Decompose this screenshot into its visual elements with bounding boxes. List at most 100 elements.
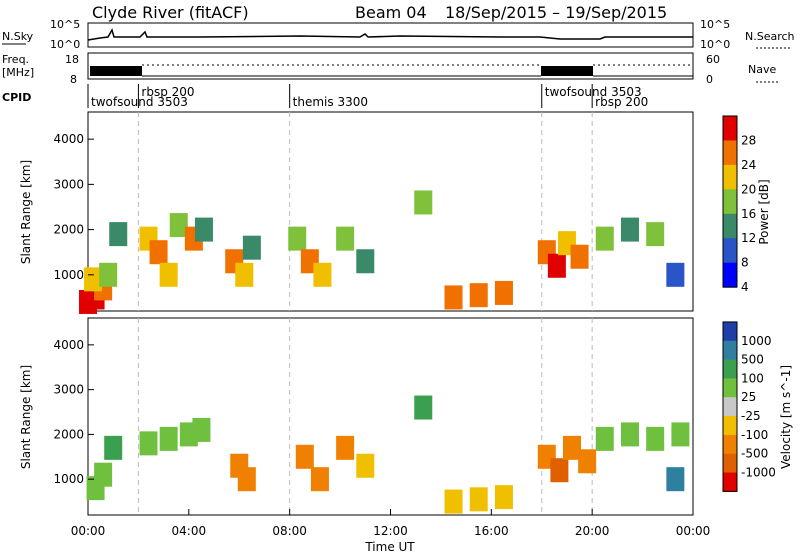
velocity-ylabel: Slant Range [km] — [19, 365, 33, 469]
colorbar-swatch — [723, 359, 737, 379]
x-tick-label: 00:00 — [676, 524, 711, 538]
range-time-cell — [313, 262, 332, 287]
freq-block-2 — [541, 66, 593, 76]
range-time-cell — [646, 222, 665, 247]
colorbar-tick-label: 1000 — [741, 334, 772, 348]
range-time-cell — [159, 426, 178, 451]
velocity-yticks: 1000 2000 3000 4000 — [53, 338, 94, 486]
cpid-segment-label: rbsp 200 — [595, 95, 648, 109]
y-tick-label: 3000 — [53, 383, 84, 397]
colorbar-tick-label: -500 — [741, 447, 768, 461]
range-time-cell — [109, 222, 128, 247]
x-axis-label: Time UT — [364, 540, 415, 554]
y-tick-label: 4000 — [53, 338, 84, 352]
range-time-cell — [310, 467, 329, 492]
cpid-segment-label: twofsound 3503 — [545, 85, 642, 99]
range-time-cell — [444, 285, 463, 310]
velocity-colorbar: 1000 500 100 25 -25 -100 -500 -1000 — [722, 321, 776, 492]
range-time-cell — [99, 262, 118, 287]
colorbar-swatch — [723, 213, 737, 239]
range-time-cell — [169, 213, 188, 238]
range-time-cell — [666, 262, 685, 287]
y-tick-label: 2000 — [53, 427, 84, 441]
velocity-grid — [137, 318, 593, 515]
x-axis-ticks: 00:00 04:00 08:00 12:00 16:00 20:00 00:00 — [71, 509, 711, 538]
colorbar-swatch — [723, 189, 737, 215]
range-time-cell — [494, 485, 513, 510]
range-time-cell — [550, 458, 569, 483]
x-tick-label: 16:00 — [474, 524, 509, 538]
colorbar-swatch — [723, 397, 737, 417]
range-time-cell — [149, 240, 168, 265]
colorbar-swatch — [723, 164, 737, 190]
range-time-cell — [414, 395, 433, 420]
colorbar-tick-label: -25 — [741, 409, 761, 423]
y-tick-label: 1000 — [53, 268, 84, 282]
colorbar-tick-label: 24 — [741, 158, 756, 172]
colorbar-tick-label: -1000 — [741, 466, 776, 480]
colorbar-tick-label: 12 — [741, 231, 756, 245]
range-time-cell — [414, 190, 433, 215]
noise-panel-frame — [87, 22, 694, 48]
range-time-cell — [570, 244, 589, 269]
colorbar-swatch — [723, 340, 737, 361]
range-time-cell — [646, 426, 665, 451]
colorbar-swatch — [723, 453, 737, 474]
colorbar-frame — [722, 321, 738, 492]
range-time-cell — [159, 262, 178, 287]
cpid-segment-label: themis 3300 — [293, 95, 368, 109]
y-tick-label: 2000 — [53, 223, 84, 237]
freq-block-1 — [90, 66, 142, 76]
range-time-cell — [84, 267, 103, 292]
noise-right-tick-bottom: 10^0 — [700, 38, 730, 51]
beam-label: Beam 04 — [355, 3, 427, 22]
range-time-cell — [469, 283, 488, 308]
range-time-cell — [336, 435, 355, 460]
range-time-cell — [563, 435, 581, 460]
nave-label: Nave — [748, 63, 776, 76]
colorbar-tick-label: 4 — [741, 280, 749, 294]
date-range: 18/Sep/2015 – 19/Sep/2015 — [445, 3, 667, 22]
range-time-cell — [104, 435, 123, 460]
noise-left-tick-bottom: 10^0 — [50, 38, 80, 51]
x-tick-label: 20:00 — [575, 524, 610, 538]
freq-label-1: Freq. — [2, 53, 29, 66]
range-time-cell — [595, 426, 614, 451]
x-tick-label: 04:00 — [172, 524, 207, 538]
colorbar-tick-label: 28 — [741, 133, 756, 147]
y-tick-label: 4000 — [53, 132, 84, 146]
velocity-cells — [86, 395, 690, 514]
freq-tick-bottom: 8 — [70, 73, 77, 86]
range-time-cell — [192, 417, 211, 442]
freq-tick-top: 18 — [65, 53, 79, 66]
noise-trace — [87, 28, 693, 41]
colorbar-tick-label: 500 — [741, 353, 764, 367]
colorbar-swatch — [723, 416, 737, 436]
range-time-cell — [595, 226, 614, 251]
velocity-panel-frame — [87, 317, 694, 516]
range-time-cell — [356, 453, 375, 478]
range-time-cell — [494, 280, 513, 305]
colorbar-tick-label: -100 — [741, 428, 768, 442]
cpid-segment-label: twofsound 3503 — [91, 95, 188, 109]
y-tick-label: 3000 — [53, 177, 84, 191]
colorbar-swatch — [723, 238, 737, 264]
colorbar-swatch — [723, 115, 737, 141]
colorbar-tick-label: 100 — [741, 371, 764, 385]
range-time-cell — [235, 262, 254, 287]
power-panel-frame — [87, 111, 694, 312]
cpid-segment-label: rbsp 200 — [141, 85, 194, 99]
x-tick-label: 12:00 — [373, 524, 408, 538]
range-time-cell — [547, 253, 566, 278]
range-time-cell — [620, 422, 639, 447]
range-time-cell — [194, 217, 213, 242]
range-time-cell — [444, 489, 463, 514]
nave-tick-top: 60 — [706, 53, 720, 66]
freq-panel-frame — [87, 52, 694, 80]
range-time-cell — [288, 226, 307, 251]
colorbar-frame — [722, 115, 738, 288]
range-time-cell — [139, 431, 158, 456]
colorbar-swatch — [723, 434, 737, 455]
